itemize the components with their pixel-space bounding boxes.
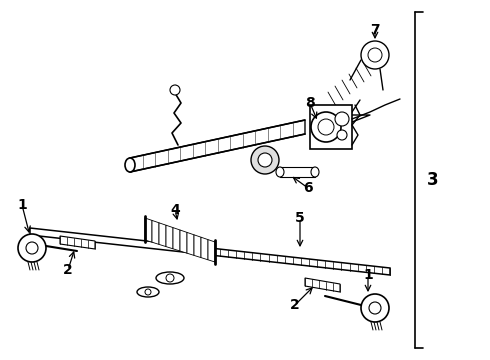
Circle shape [170,85,180,95]
Circle shape [361,294,389,322]
Polygon shape [187,233,194,255]
Polygon shape [166,225,173,249]
Polygon shape [159,223,166,247]
Circle shape [18,234,46,262]
Circle shape [369,302,381,314]
Text: 6: 6 [303,181,313,195]
Polygon shape [152,220,159,244]
Polygon shape [194,235,201,258]
Circle shape [145,289,151,295]
Text: 2: 2 [63,263,73,277]
Circle shape [368,48,382,62]
Ellipse shape [156,272,184,284]
Circle shape [26,242,38,254]
Circle shape [361,41,389,69]
Polygon shape [145,218,152,242]
Circle shape [258,153,272,167]
Circle shape [318,119,334,135]
Ellipse shape [276,167,284,177]
Polygon shape [208,240,215,262]
Circle shape [311,112,341,142]
Ellipse shape [311,167,319,177]
Ellipse shape [125,158,135,172]
Text: 8: 8 [305,96,315,110]
Circle shape [337,130,347,140]
Polygon shape [305,278,340,292]
Text: 7: 7 [370,23,380,37]
Polygon shape [180,230,187,253]
Polygon shape [60,236,95,249]
Text: 1: 1 [17,198,27,212]
Polygon shape [310,105,352,149]
Circle shape [166,274,174,282]
Text: 1: 1 [363,268,373,282]
Polygon shape [201,237,208,260]
Text: 2: 2 [290,298,300,312]
Polygon shape [173,228,180,251]
Ellipse shape [137,287,159,297]
Circle shape [335,112,349,126]
Polygon shape [130,120,305,172]
Text: 4: 4 [170,203,180,217]
Text: 3: 3 [427,171,439,189]
Polygon shape [280,167,315,177]
Circle shape [251,146,279,174]
Polygon shape [30,228,390,275]
Text: 5: 5 [295,211,305,225]
